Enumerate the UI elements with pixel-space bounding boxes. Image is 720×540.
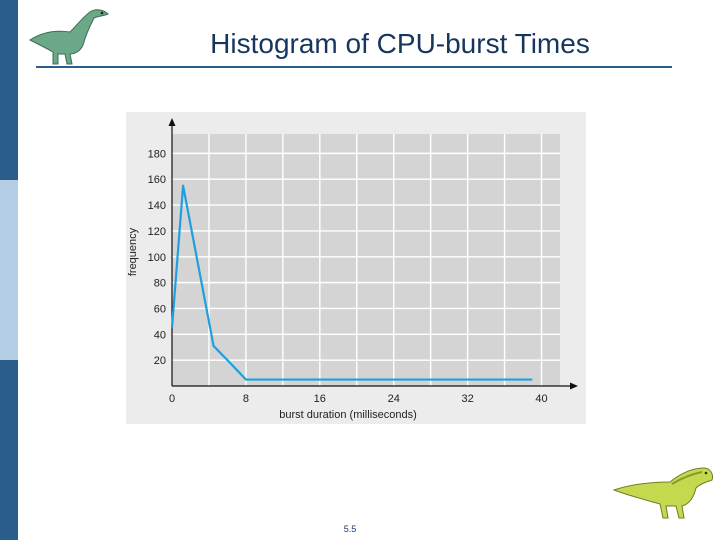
x-axis-arrow (570, 382, 578, 390)
y-tick-label: 20 (154, 355, 166, 367)
y-tick-label: 100 (148, 252, 166, 264)
dinosaur-icon (612, 467, 713, 519)
x-tick-label: 40 (535, 393, 547, 405)
y-tick-label: 60 (154, 303, 166, 315)
y-axis-arrow (168, 118, 176, 126)
y-tick-label: 80 (154, 278, 166, 290)
x-axis-label: burst duration (milliseconds) (279, 409, 417, 421)
y-axis-label: frequency (127, 227, 139, 276)
page-title: Histogram of CPU-burst Times (210, 28, 590, 59)
y-tick-label: 160 (148, 174, 166, 186)
plot-area (172, 134, 560, 386)
page-number: 5.5 (343, 524, 357, 534)
y-tick-label: 120 (148, 226, 166, 238)
x-tick-label: 32 (461, 393, 473, 405)
series-line (170, 184, 533, 381)
x-tick-label: 8 (243, 393, 249, 405)
x-tick-label: 24 (388, 393, 400, 405)
side-accent-bar-bottom (0, 360, 18, 540)
side-accent-bar-top (0, 0, 18, 180)
dinosaur-icon (29, 9, 109, 65)
y-tick-label: 180 (148, 148, 166, 160)
title-divider (36, 66, 672, 68)
y-tick-label: 140 (148, 200, 166, 212)
y-tick-label: 40 (154, 329, 166, 341)
cpu-burst-histogram-chart: 0 8 16 24 32 40 20 40 60 80 100 120 140 160 180 burst … (126, 112, 586, 424)
x-tick-label: 16 (314, 393, 326, 405)
x-tick-label: 0 (169, 393, 175, 405)
side-accent-bar-middle (0, 180, 18, 360)
